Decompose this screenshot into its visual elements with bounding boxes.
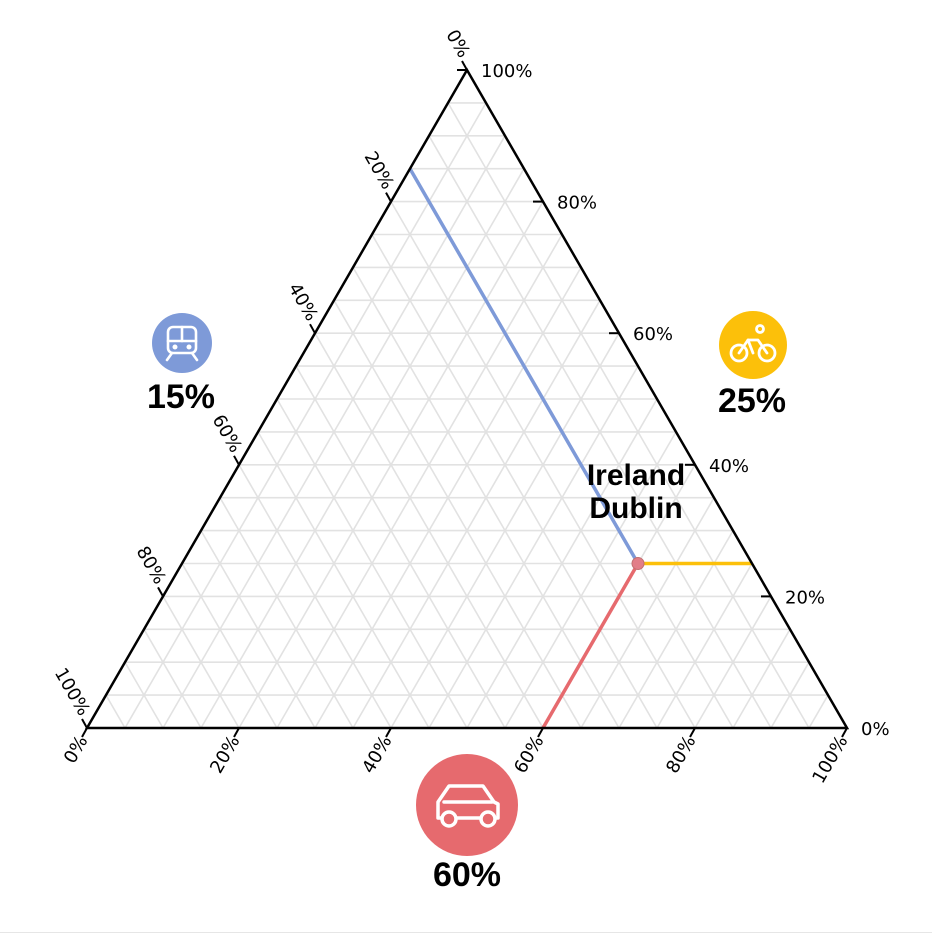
bike-axis-tick-label: 100% xyxy=(481,61,532,82)
triangle-frame xyxy=(84,67,850,730)
bike-axis-tick-label: 20% xyxy=(785,587,825,608)
grid-line xyxy=(732,628,791,729)
train-axis-tick xyxy=(385,192,392,203)
grid-line xyxy=(200,168,525,729)
grid-line xyxy=(162,595,240,729)
guide-lines xyxy=(408,167,752,729)
grid-line xyxy=(238,464,392,729)
train-axis-tick-label: 100% xyxy=(50,664,94,719)
train-axis-tick xyxy=(81,718,88,729)
grid-line xyxy=(694,595,772,729)
grid-line xyxy=(466,398,658,729)
bike-share-label: 25% xyxy=(718,382,786,420)
train-axis-tick xyxy=(309,323,316,334)
car-axis-tick-label: 20% xyxy=(206,732,244,777)
grid-line xyxy=(352,299,601,729)
point-label-city: Dublin xyxy=(589,492,682,525)
bike-axis-tick-label: 40% xyxy=(709,456,749,477)
car-axis-tick xyxy=(689,727,696,738)
train-axis-tick-label: 80% xyxy=(132,543,170,588)
grid-line xyxy=(181,563,278,729)
grid-line xyxy=(447,102,810,729)
car-axis-tick-label: 100% xyxy=(808,732,852,787)
grid-lines xyxy=(105,102,829,729)
car-icon xyxy=(436,784,500,828)
bike-axis-tick-label: 60% xyxy=(633,324,673,345)
bike-axis-tick-label: 80% xyxy=(557,193,597,214)
grid-line xyxy=(428,365,639,729)
grid-line xyxy=(276,234,563,729)
data-point[interactable] xyxy=(631,557,645,570)
car-axis-tick xyxy=(233,727,240,738)
bike-badge xyxy=(719,311,787,379)
car-axis-tick xyxy=(841,727,848,738)
grid-line xyxy=(295,365,506,729)
car-share-label: 60% xyxy=(433,856,501,894)
grid-line xyxy=(143,628,202,729)
car-guide-line xyxy=(541,562,640,729)
grid-line xyxy=(504,431,677,729)
train-axis-tick xyxy=(233,455,240,466)
train-axis-tick xyxy=(157,586,164,597)
train-axis-tick-label: 60% xyxy=(208,411,246,456)
grid-line xyxy=(200,530,316,729)
point-label-country: Ireland xyxy=(587,459,685,492)
grid-line xyxy=(371,234,658,729)
car-axis-tick xyxy=(385,727,392,738)
car-axis-tick-label: 80% xyxy=(662,732,700,777)
train-icon xyxy=(165,325,199,362)
grid-line xyxy=(124,661,164,729)
train-axis-tick-label: 20% xyxy=(360,148,398,193)
car-badge xyxy=(416,754,518,856)
grid-line xyxy=(124,102,487,729)
grid-line xyxy=(808,694,829,729)
train-axis-tick-label: 0% xyxy=(441,26,473,61)
train-badge xyxy=(152,313,212,373)
grid-line xyxy=(257,431,430,729)
car-axis-tick xyxy=(537,727,544,738)
train-guide-line xyxy=(408,167,640,565)
grid-line xyxy=(770,661,810,729)
bottom-divider xyxy=(0,932,932,933)
car-axis-tick-label: 60% xyxy=(510,732,548,777)
train-axis-tick-label: 40% xyxy=(284,280,322,325)
car-axis-tick xyxy=(81,727,88,738)
grid-line xyxy=(580,497,715,729)
grid-line xyxy=(219,497,354,729)
grid-line xyxy=(276,398,468,729)
car-axis-tick-label: 0% xyxy=(60,732,92,767)
bicycle-icon xyxy=(729,324,777,363)
grid-line xyxy=(333,299,582,729)
grid-line xyxy=(105,694,126,729)
car-axis-tick-label: 40% xyxy=(358,732,396,777)
train-axis-tick xyxy=(461,60,468,71)
bike-axis-tick-label: 0% xyxy=(861,719,890,740)
grid-line xyxy=(656,563,753,729)
train-share-label: 15% xyxy=(147,378,215,416)
